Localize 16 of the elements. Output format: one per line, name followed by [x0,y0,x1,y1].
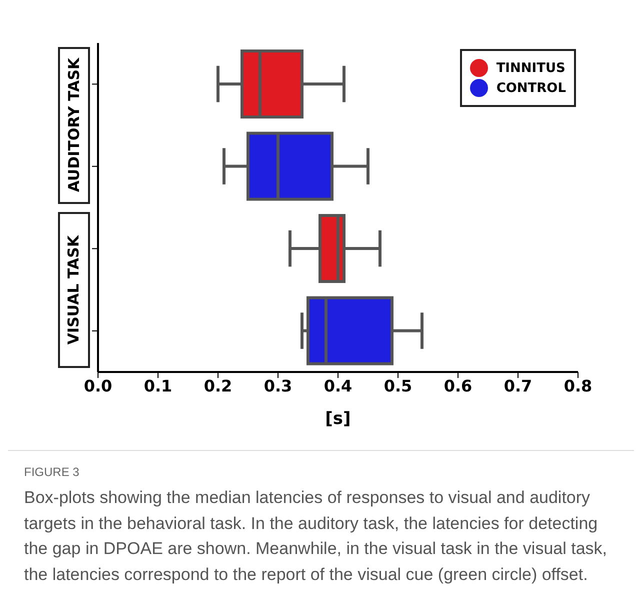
x-tick-label: 0.4 [324,376,352,396]
x-tick-label: 0.5 [384,376,412,396]
x-tick-label: 0.3 [264,376,292,396]
x-tick-label: 0.1 [144,376,172,396]
x-axis-title: [s] [325,409,351,429]
caption: FIGURE 3 [24,465,80,479]
x-tick-label: 0.6 [444,376,472,396]
x-tick-label: 0.7 [504,376,532,396]
text: Box-plots showing the median latencies of responses to visual and auditory targets in the behavioral task. In the auditory task, the latencies for detecting the gap in DPOAE are shown. Meanwhile, in the visual task in the visual task, the latencies correspond to the report of the visual cue (green circle) offset. [24,487,608,586]
x-tick-label: 0.0 [84,376,112,396]
group-label-box: AUDITORY TASK [58,47,90,204]
group-label-box: VISUAL TASK [58,212,90,368]
x-tick-label: 0.8 [564,376,592,396]
x-tick-label: 0.2 [204,376,232,396]
legend-label: CONTROL [496,80,566,96]
legend-label: TINNITUS [496,60,566,76]
